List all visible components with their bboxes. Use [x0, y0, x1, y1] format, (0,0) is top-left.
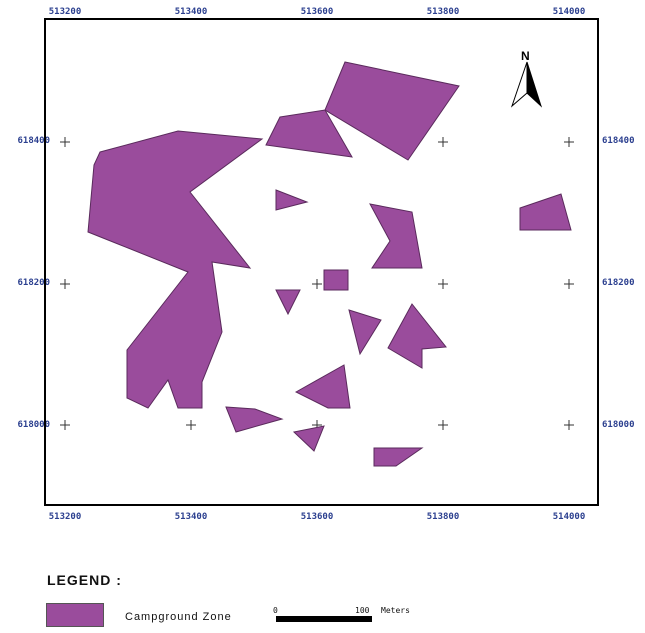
x-tick-bottom-3: 513600: [300, 512, 334, 522]
y-tick-left-2: 618200: [17, 278, 50, 288]
north-label: N: [521, 49, 530, 63]
zone-polygon-south-center: [294, 364, 351, 409]
scale-start-label: 0: [273, 606, 278, 615]
x-tick-bottom-1: 513200: [48, 512, 82, 522]
scale-bar: [276, 617, 372, 621]
zone-polygon-small-triangle-1: [275, 189, 309, 211]
legend-label-campground: Campground Zone: [125, 611, 232, 623]
zone-polygon-far-east: [519, 193, 572, 231]
y-tick-right-1: 618400: [602, 136, 635, 146]
grid-crosses: [60, 137, 574, 430]
scale-unit-label: Meters: [381, 606, 410, 615]
legend-swatch-campground: [46, 603, 104, 627]
zone-polygon-east-lower: [387, 303, 447, 369]
zone-polygon-south-east: [373, 447, 424, 467]
x-tick-top-1: 513200: [48, 7, 82, 17]
zone-polygon-square: [323, 269, 349, 291]
zone-polygon-center-wedge: [348, 309, 382, 356]
x-tick-bottom-4: 513800: [426, 512, 460, 522]
x-tick-top-4: 513800: [426, 7, 460, 17]
x-tick-top-5: 514000: [552, 7, 586, 17]
map-frame: [44, 18, 599, 506]
x-tick-bottom-2: 513400: [174, 512, 208, 522]
x-tick-bottom-5: 514000: [552, 512, 586, 522]
zone-polygon-east-center: [369, 203, 423, 269]
north-arrow-icon: [510, 61, 543, 108]
zone-polygon-large-west: [87, 130, 264, 409]
y-tick-right-2: 618200: [602, 278, 635, 288]
scale-end-label: 100: [355, 606, 370, 615]
y-tick-left-3: 618000: [17, 420, 50, 430]
zone-polygon-small-triangle-2: [275, 289, 301, 316]
legend-title: LEGEND :: [47, 572, 122, 588]
x-tick-top-2: 513400: [174, 7, 208, 17]
campground-zones: [87, 61, 572, 467]
zone-polygon-north-left: [265, 109, 353, 158]
y-tick-left-1: 618400: [17, 136, 50, 146]
x-tick-top-3: 513600: [300, 7, 334, 17]
y-tick-right-3: 618000: [602, 420, 635, 430]
zone-polygon-south-west: [225, 406, 284, 433]
zone-polygon-south-small: [292, 425, 325, 452]
zone-polygon-north-top: [324, 61, 460, 161]
